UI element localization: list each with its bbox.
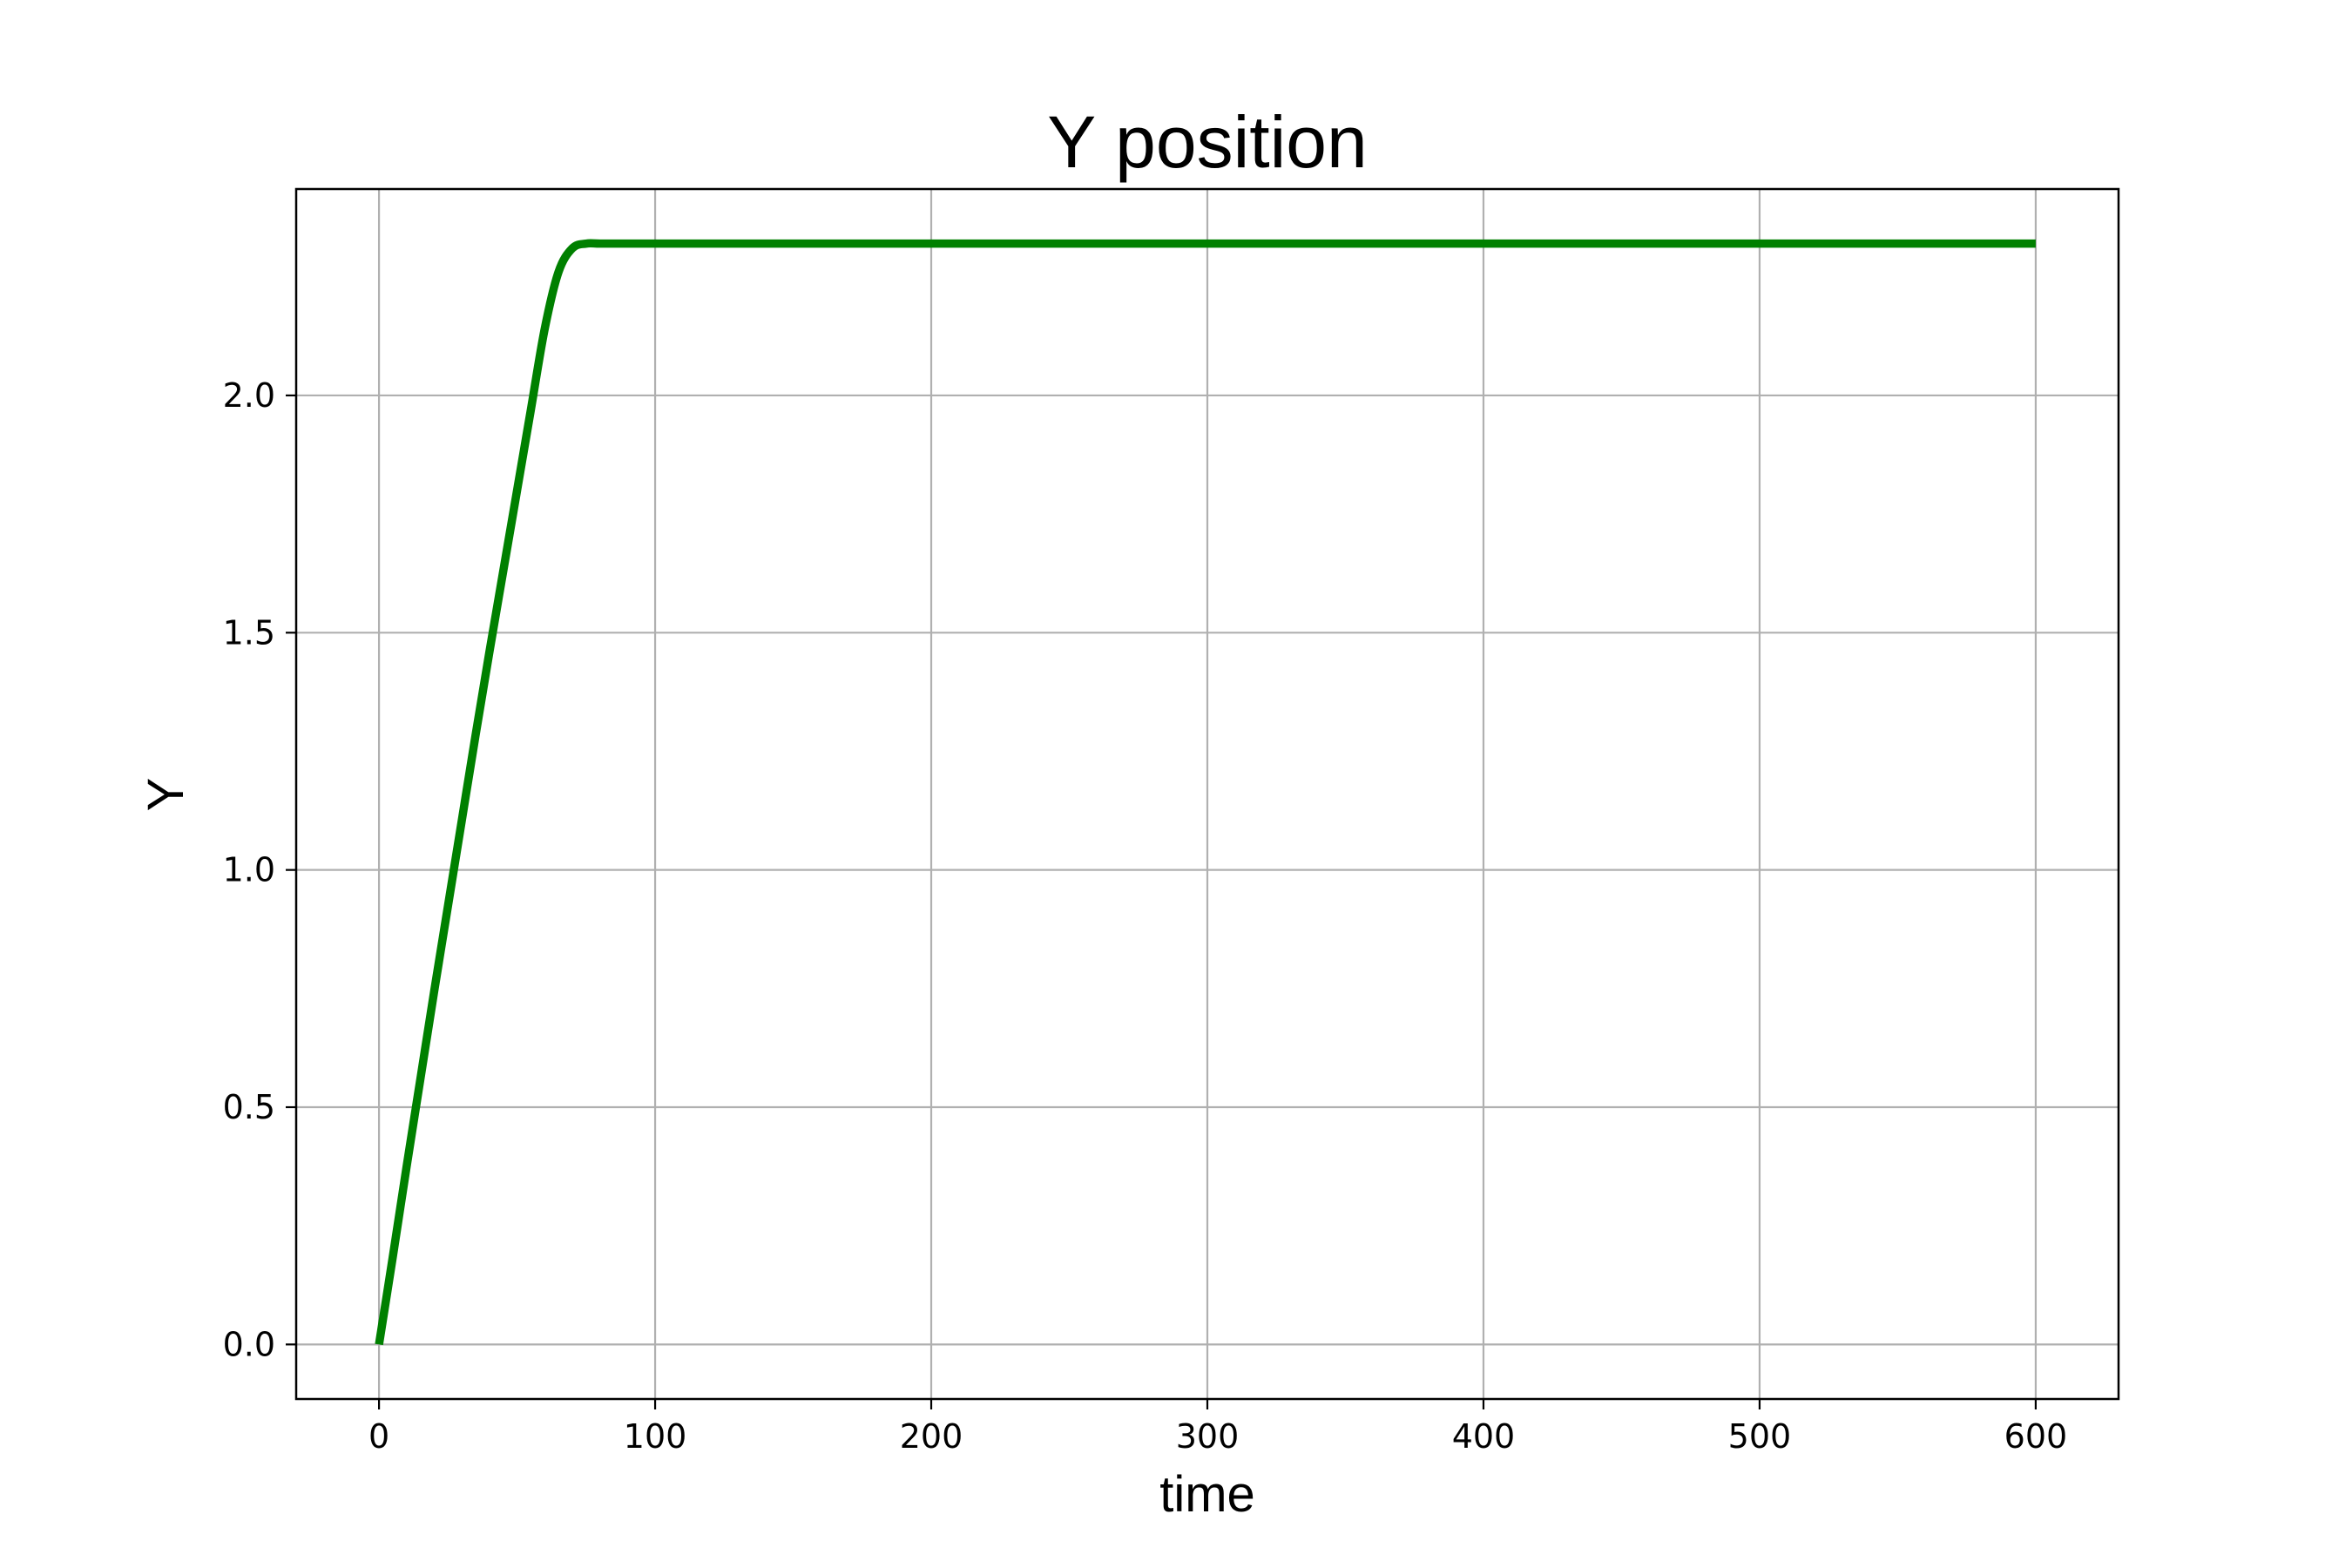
chart-title: Y position — [1047, 101, 1367, 183]
y-tick-label: 2.0 — [223, 376, 275, 415]
x-tick-label: 0 — [368, 1417, 389, 1456]
x-tick-label: 500 — [1728, 1417, 1792, 1456]
x-tick-label: 200 — [900, 1417, 963, 1456]
x-tick-label: 300 — [1176, 1417, 1240, 1456]
y-tick-label: 1.0 — [223, 851, 275, 889]
series — [375, 239, 2036, 1346]
y-axis-ticks: 0.0 0.5 1.0 1.5 2.0 — [223, 376, 296, 1363]
x-axis-label: time — [1159, 1466, 1255, 1523]
y-tick-label: 0.5 — [223, 1088, 275, 1126]
x-tick-label: 100 — [624, 1417, 687, 1456]
y-tick-label: 1.5 — [223, 613, 275, 652]
x-tick-label: 400 — [1452, 1417, 1516, 1456]
x-axis-ticks: 0 100 200 300 400 500 600 — [368, 1399, 2067, 1456]
series-line — [375, 239, 2036, 1346]
grid — [296, 189, 2119, 1399]
y-tick-label: 0.0 — [223, 1325, 275, 1363]
x-tick-label: 600 — [2004, 1417, 2068, 1456]
y-axis-label: Y — [138, 778, 194, 812]
